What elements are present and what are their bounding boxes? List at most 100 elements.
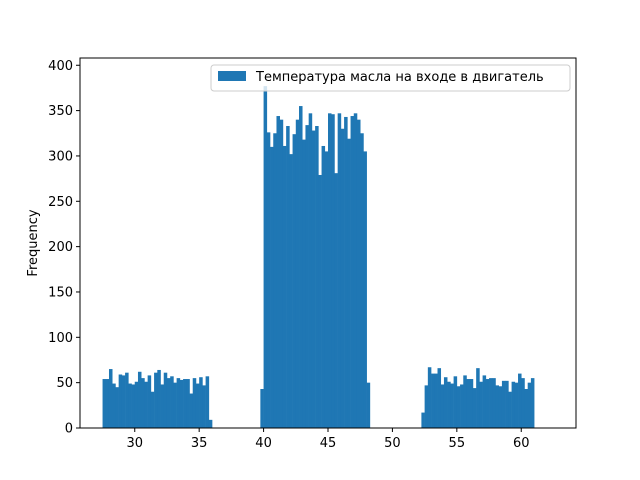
histogram-bar	[266, 132, 271, 429]
y-axis: 0 50 100 150 200 250 300 350 400	[48, 59, 80, 437]
histogram-bar	[199, 377, 203, 428]
histogram-bar	[308, 113, 313, 428]
x-tick-label: 45	[320, 436, 337, 451]
histogram-bar	[270, 146, 274, 428]
histogram-bar	[286, 126, 290, 428]
histogram-bar	[189, 393, 194, 428]
histogram-bar	[102, 379, 107, 428]
histogram-bar	[485, 379, 490, 428]
histogram-bar	[295, 119, 300, 429]
histogram-bar	[476, 368, 480, 428]
histogram-bar	[131, 384, 136, 428]
histogram-bar	[292, 134, 297, 428]
histogram-bar	[205, 376, 210, 428]
histogram-bar	[112, 383, 116, 428]
histogram-bar	[463, 375, 467, 428]
histogram-bar	[160, 384, 165, 428]
histogram-bar	[166, 378, 171, 428]
histogram-bar	[324, 151, 329, 428]
histogram-bar	[469, 379, 474, 428]
x-tick-label: 35	[191, 436, 208, 451]
x-tick-label: 55	[449, 436, 466, 451]
histogram-bar	[344, 116, 348, 428]
histogram-bar	[521, 378, 525, 428]
histogram-bar	[170, 376, 174, 428]
histogram-bar	[137, 371, 142, 428]
x-axis: 30 35 40 45 50 55 60	[126, 428, 530, 451]
y-tick-label: 100	[48, 331, 73, 346]
histogram-bar	[334, 173, 338, 428]
histogram-bar	[363, 151, 367, 428]
histogram-bar	[489, 378, 493, 428]
y-tick-label: 50	[56, 376, 73, 391]
histogram-bar	[282, 145, 287, 428]
y-tick-label: 400	[48, 59, 73, 74]
histogram-bar	[108, 369, 113, 428]
histogram-bar	[118, 374, 123, 428]
histogram-bar	[424, 385, 429, 428]
y-axis-label: Frequency	[26, 209, 41, 276]
y-tick-label: 150	[48, 285, 73, 300]
histogram-bar	[518, 373, 522, 428]
legend-swatch	[218, 71, 246, 81]
histogram-bar	[195, 383, 200, 428]
histogram-bar	[456, 386, 461, 428]
histogram-bar	[356, 119, 361, 429]
histogram-bar	[144, 381, 148, 428]
histogram-bar	[437, 368, 442, 428]
histogram-bar	[360, 133, 364, 428]
histogram-bar	[331, 114, 335, 428]
histogram-bar	[434, 373, 438, 428]
histogram-bar	[511, 381, 516, 428]
y-tick-label: 300	[48, 149, 73, 164]
histogram-bar	[527, 382, 532, 428]
histogram-bar	[505, 380, 509, 428]
histogram-bar	[179, 379, 184, 428]
histogram-bar	[447, 381, 451, 428]
histogram-bar	[514, 382, 519, 428]
histogram-bar	[289, 154, 293, 428]
x-tick-label: 50	[384, 436, 401, 451]
y-tick-label: 200	[48, 240, 73, 255]
histogram-bar	[134, 381, 139, 428]
histogram-bar	[157, 369, 161, 428]
histogram-bar	[501, 380, 506, 428]
legend-label: Температура масла на входе в двигатель	[255, 70, 544, 85]
x-tick-label: 40	[255, 436, 272, 451]
histogram-bar	[524, 389, 528, 428]
histogram-bar	[453, 376, 458, 428]
histogram-bar	[273, 133, 277, 428]
histogram-bar	[466, 379, 471, 428]
histogram-bar	[305, 125, 309, 429]
histogram-bar	[318, 174, 322, 428]
histogram-bar	[202, 385, 206, 428]
histogram-bar	[479, 381, 483, 428]
x-tick-label: 30	[126, 436, 143, 451]
histogram-bar	[450, 383, 454, 428]
histogram-bar	[208, 419, 213, 428]
histogram-bar	[279, 119, 284, 429]
histogram-bar	[421, 412, 425, 428]
histogram-bar	[315, 126, 319, 428]
y-tick-label: 350	[48, 104, 73, 119]
histogram-bar	[482, 375, 487, 428]
histogram-bar	[176, 378, 181, 428]
histogram-bar	[192, 378, 197, 428]
histogram-bar	[353, 113, 358, 428]
histogram-bar	[431, 373, 435, 428]
histogram-bar	[263, 86, 268, 429]
histogram-bar	[186, 379, 190, 428]
histogram-bar	[460, 384, 464, 428]
histogram-bar	[302, 139, 306, 428]
histogram-bar	[147, 375, 152, 428]
bars-layer	[102, 86, 535, 429]
histogram-bar	[173, 382, 177, 428]
histogram-bar	[128, 383, 132, 428]
histogram-bar	[125, 372, 129, 428]
histogram-bar	[141, 378, 145, 428]
histogram-bar	[440, 384, 445, 428]
histogram-bar	[105, 379, 110, 428]
legend: Температура масла на входе в двигатель	[210, 64, 571, 92]
